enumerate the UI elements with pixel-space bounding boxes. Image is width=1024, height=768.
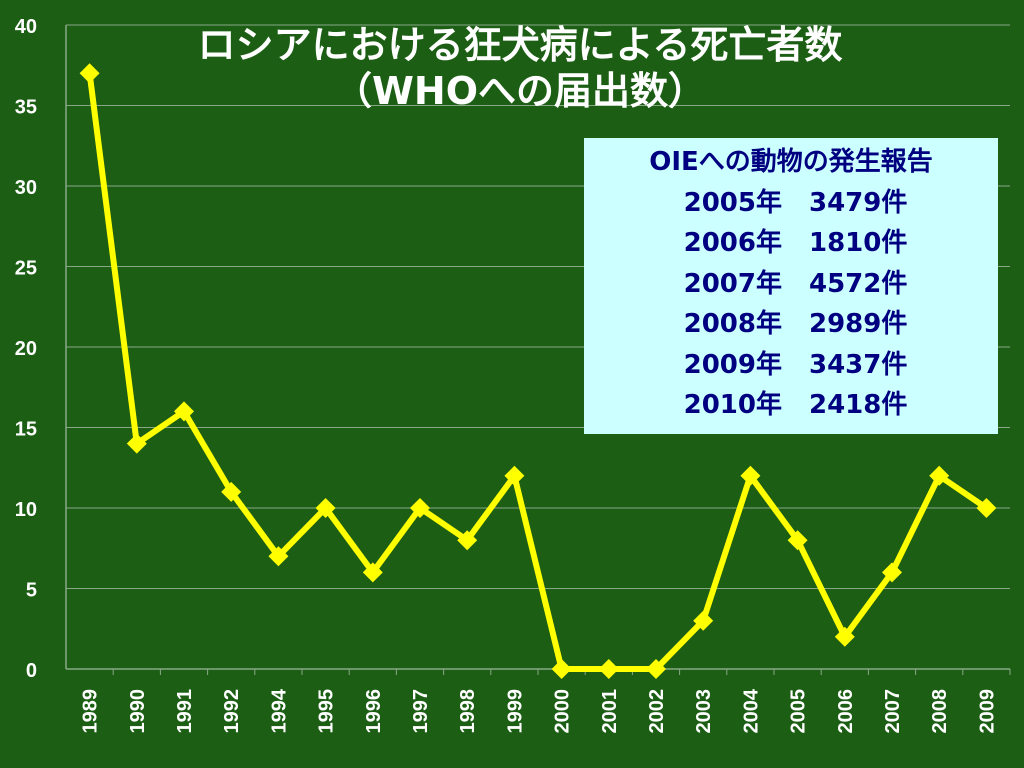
x-tick-labels: 1989 1990 1991 1992 1994 1995 1996 1997 1998 1999…: [80, 688, 999, 733]
x-tick-label: 1989: [80, 689, 102, 734]
oie-row-year: 2009年: [683, 349, 782, 380]
y-tick-label: 25: [15, 258, 37, 280]
oie-row-year: 2006年: [683, 228, 782, 258]
data-point: [457, 530, 478, 551]
data-point: [693, 610, 714, 631]
x-tick-label: 2005: [788, 689, 810, 734]
y-tick-labels: 0 5 10 15 20 25 30 35 40: [15, 16, 37, 682]
x-tick-label: 1995: [316, 689, 338, 734]
oie-row: 2010年 2418件: [584, 385, 998, 426]
x-tick-label: 2000: [552, 689, 574, 734]
data-point: [646, 659, 666, 679]
chart-title-block: ロシアにおける狂犬病による死亡者数 （WHOへの届出数）: [110, 22, 930, 114]
oie-row-count: 2418件: [809, 390, 908, 420]
oie-row-year: 2010年: [683, 390, 782, 420]
y-tick-label: 5: [26, 580, 37, 602]
oie-row-count: 2989件: [809, 309, 908, 339]
oie-row: 2005年 3479件: [584, 183, 998, 224]
data-point: [882, 562, 902, 583]
data-point: [315, 498, 336, 518]
data-point: [79, 63, 100, 84]
oie-row: 2008年 2989件: [584, 304, 998, 345]
data-point: [834, 626, 855, 647]
data-point: [976, 498, 997, 518]
x-tick-label: 2006: [835, 689, 857, 734]
x-tick-label: 1992: [221, 689, 243, 734]
oie-row-count: 4572件: [809, 268, 908, 299]
oie-row: 2007年 4572件: [584, 264, 998, 305]
chart-subtitle: （WHOへの届出数）: [333, 69, 707, 113]
x-tick-label: 1999: [504, 689, 526, 734]
oie-report-heading: OIEへの動物の発生報告: [649, 147, 933, 177]
y-tick-label: 20: [15, 338, 37, 360]
data-point: [598, 659, 619, 679]
data-point: [174, 401, 194, 422]
oie-row: 2006年 1810件: [584, 223, 998, 264]
oie-row-year: 2007年: [683, 268, 782, 299]
series-line: [86, 72, 989, 672]
data-point: [740, 465, 761, 486]
x-tick-label: 2004: [740, 688, 762, 733]
y-tick-label: 30: [15, 177, 37, 199]
data-point: [221, 481, 242, 502]
x-tick-label: 2008: [929, 689, 951, 734]
oie-row-count: 3479件: [809, 187, 908, 218]
data-point: [504, 465, 525, 486]
x-tick-label: 1996: [363, 689, 385, 734]
data-point: [787, 530, 808, 551]
data-point: [268, 546, 289, 567]
x-tick-label: 2003: [693, 689, 715, 734]
chart-title: ロシアにおける狂犬病による死亡者数: [197, 23, 843, 67]
x-tick-label: 1991: [174, 689, 196, 734]
series-deaths: [79, 63, 997, 679]
x-tick-label: 2007: [882, 689, 904, 734]
oie-row-count: 3437件: [809, 349, 908, 380]
y-tick-label: 10: [15, 499, 37, 521]
data-point: [929, 465, 950, 486]
oie-report-box: OIEへの動物の発生報告 2005年 3479件 2006年 1810件 200…: [584, 138, 998, 434]
oie-row-count: 1810件: [809, 228, 908, 258]
x-tick-label: 1994: [268, 688, 290, 733]
y-tick-label: 40: [15, 16, 37, 38]
axes: [65, 25, 1011, 675]
grid-lines: [66, 24, 1010, 589]
x-tick-label: 2009: [976, 689, 998, 734]
y-tick-label: 35: [15, 97, 37, 119]
oie-row-year: 2005年: [683, 187, 782, 218]
data-point: [362, 562, 383, 583]
oie-row: 2009年 3437件: [584, 345, 998, 386]
data-point: [126, 433, 147, 454]
oie-row-year: 2008年: [683, 309, 782, 339]
data-point: [551, 659, 572, 679]
x-tick-label: 2002: [646, 689, 668, 734]
data-point: [410, 498, 430, 518]
y-tick-label: 0: [26, 660, 37, 682]
x-tick-label: 1997: [410, 689, 432, 734]
y-tick-label: 15: [15, 419, 37, 441]
x-tick-label: 1990: [127, 689, 149, 734]
x-tick-label: 2001: [599, 689, 621, 734]
x-tick-label: 1998: [457, 689, 479, 734]
